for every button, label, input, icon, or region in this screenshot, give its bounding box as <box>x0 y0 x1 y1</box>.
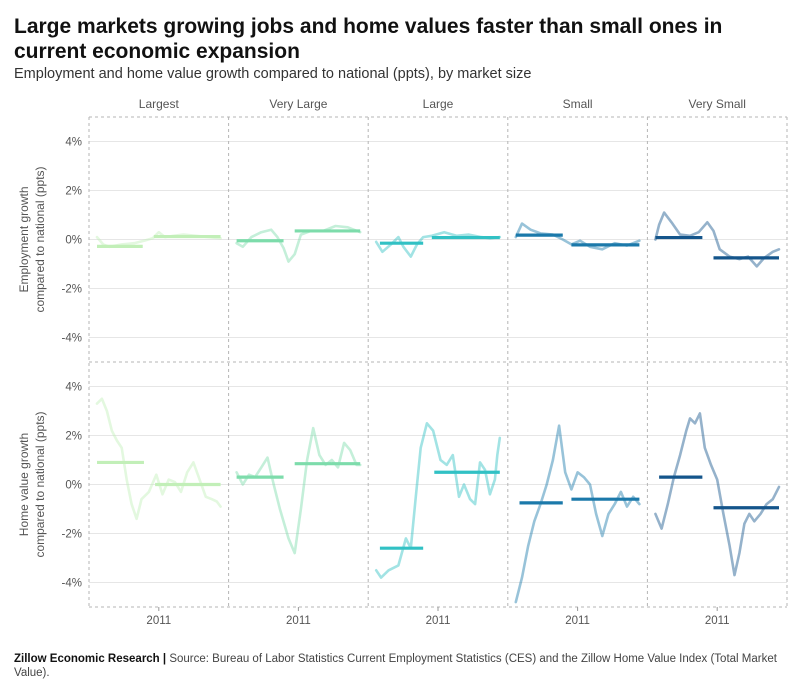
series-line-emp-very-large <box>235 224 362 263</box>
facet-label-very-small: Very Small <box>689 97 746 111</box>
chart-subtitle: Employment and home value growth compare… <box>14 66 532 82</box>
y-tick-label: -2% <box>62 529 82 541</box>
y-tick-label: -2% <box>62 284 82 296</box>
x-tick-label: 2011 <box>286 615 311 627</box>
y-tick-label: 4% <box>65 137 82 149</box>
y-axis-label-emp: compared to national (ppts) <box>33 166 47 312</box>
y-tick-label: 0% <box>65 480 82 492</box>
y-axis-label-hv: compared to national (ppts) <box>33 411 47 557</box>
y-tick-label: 0% <box>65 235 82 247</box>
y-axis-label-hv: Home value growth <box>17 433 31 536</box>
y-tick-label: 4% <box>65 382 82 394</box>
series-line-emp-small <box>514 222 641 251</box>
series-line-hv-large <box>374 422 502 579</box>
y-tick-label: 2% <box>65 431 82 443</box>
footer-org: Zillow Economic Research | <box>14 653 167 665</box>
x-tick-label: 2011 <box>426 615 451 627</box>
chart-title: Large markets growing jobs and home valu… <box>14 15 723 63</box>
series-line-hv-largest <box>95 397 222 521</box>
facet-label-large: Large <box>423 97 454 111</box>
facet-label-small: Small <box>563 97 593 111</box>
series-line-emp-very-small <box>654 211 781 268</box>
x-tick-label: 2011 <box>565 615 590 627</box>
y-tick-label: 2% <box>65 186 82 198</box>
series-line-hv-very-large <box>235 426 362 555</box>
facet-label-largest: Largest <box>139 97 180 111</box>
footer-source: Source: Bureau of Labor Statistics Curre… <box>14 653 777 679</box>
series-line-hv-very-small <box>654 412 781 577</box>
series-line-hv-small <box>514 424 641 604</box>
x-tick-label: 2011 <box>146 615 171 627</box>
x-tick-label: 2011 <box>705 615 730 627</box>
footer: Zillow Economic Research | Source: Burea… <box>14 652 784 680</box>
y-tick-label: -4% <box>62 333 82 345</box>
y-axis-label-emp: Employment growth <box>17 186 31 292</box>
y-tick-label: -4% <box>62 578 82 590</box>
facet-label-very-large: Very Large <box>269 97 327 111</box>
